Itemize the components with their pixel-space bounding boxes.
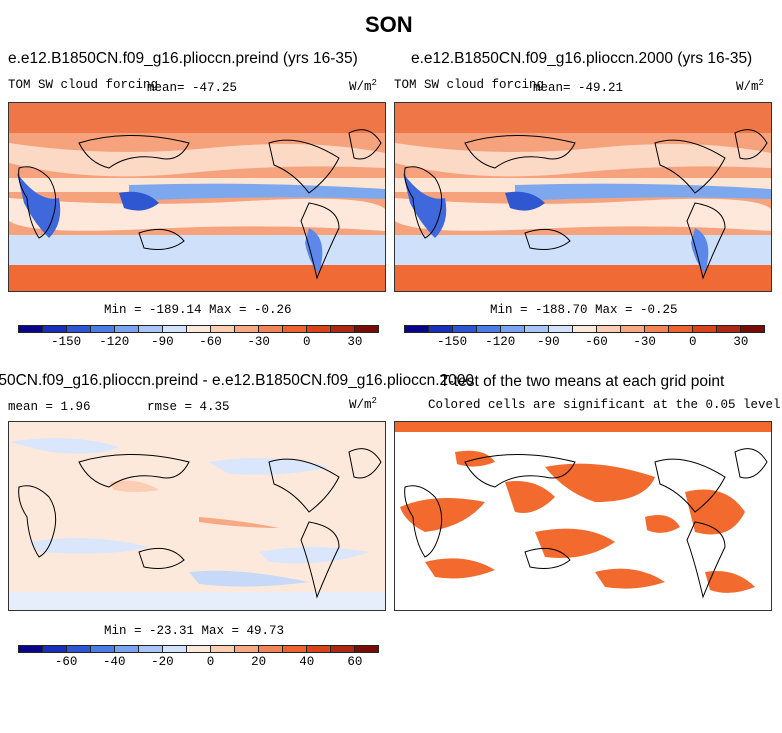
colorbar-swatch bbox=[187, 646, 211, 652]
colorbar-swatch bbox=[283, 646, 307, 652]
colorbar-tick-label: -30 bbox=[633, 335, 656, 349]
colorbar-swatch bbox=[717, 326, 741, 332]
colorbar-tick-label: 30 bbox=[733, 335, 749, 349]
panel3-colorbar-ticks: -60 -40 -20 0 20 40 60 bbox=[18, 655, 379, 669]
colorbar-swatch bbox=[259, 646, 283, 652]
panel2-colorbar bbox=[404, 325, 765, 333]
colorbar-swatch bbox=[19, 326, 43, 332]
colorbar-swatch bbox=[597, 326, 621, 332]
panel1-units: W/m2 bbox=[349, 78, 377, 95]
colorbar-tick-label: -60 bbox=[585, 335, 608, 349]
colorbar-tick-label: -40 bbox=[103, 655, 126, 669]
panel3-title: e.e12.B1850CN.f09_g16.plioccn.preind - e… bbox=[0, 372, 474, 389]
panel2-minmax: Min = -188.70 Max = -0.25 bbox=[490, 303, 678, 317]
colorbar-swatch bbox=[307, 646, 331, 652]
colorbar-swatch bbox=[405, 326, 429, 332]
colorbar-swatch bbox=[115, 326, 139, 332]
colorbar-swatch bbox=[235, 326, 259, 332]
panel3-title-clip: e.e12.B1850CN.f09_g16.plioccn.preind - e… bbox=[0, 372, 474, 394]
colorbar-swatch bbox=[115, 646, 139, 652]
colorbar-tick-label: -120 bbox=[99, 335, 130, 349]
panel4-subtitle: Colored cells are significant at the 0.0… bbox=[428, 398, 781, 412]
panel3-minmax: Min = -23.31 Max = 49.73 bbox=[104, 624, 285, 638]
colorbar-swatch bbox=[91, 646, 115, 652]
panel3-colorbar bbox=[18, 645, 379, 653]
panel1-label: TOM SW cloud forcing bbox=[8, 78, 159, 92]
panel1-colorbar-ticks: -150 -120 -90 -60 -30 0 30 bbox=[18, 335, 379, 349]
colorbar-swatch bbox=[693, 326, 717, 332]
colorbar-swatch bbox=[91, 326, 115, 332]
colorbar-swatch bbox=[453, 326, 477, 332]
panel3-map bbox=[8, 421, 386, 611]
colorbar-swatch bbox=[669, 326, 693, 332]
colorbar-swatch bbox=[139, 326, 163, 332]
colorbar-swatch bbox=[549, 326, 573, 332]
colorbar-swatch bbox=[67, 646, 91, 652]
panel1-mean: mean= -47.25 bbox=[147, 81, 238, 95]
colorbar-tick-label: 0 bbox=[689, 335, 697, 349]
colorbar-swatch bbox=[355, 326, 378, 332]
colorbar-swatch bbox=[477, 326, 501, 332]
colorbar-tick-label: -90 bbox=[151, 335, 174, 349]
colorbar-tick-label: -120 bbox=[485, 335, 516, 349]
colorbar-swatch bbox=[525, 326, 549, 332]
colorbar-swatch bbox=[163, 646, 187, 652]
colorbar-swatch bbox=[235, 646, 259, 652]
panel2-title: e.e12.B1850CN.f09_g16.plioccn.2000 (yrs … bbox=[411, 50, 753, 67]
panel1-title: e.e12.B1850CN.f09_g16.plioccn.preind (yr… bbox=[8, 50, 358, 67]
colorbar-swatch bbox=[283, 326, 307, 332]
panel1-map bbox=[8, 102, 386, 292]
colorbar-tick-label: -150 bbox=[51, 335, 82, 349]
colorbar-swatch bbox=[355, 646, 378, 652]
panel2-mean: mean= -49.21 bbox=[533, 81, 624, 95]
panel2-label: TOM SW cloud forcing bbox=[394, 78, 545, 92]
panel1-minmax: Min = -189.14 Max = -0.26 bbox=[104, 303, 292, 317]
colorbar-swatch bbox=[331, 326, 355, 332]
colorbar-swatch bbox=[211, 646, 235, 652]
colorbar-swatch bbox=[187, 326, 211, 332]
colorbar-swatch bbox=[573, 326, 597, 332]
colorbar-tick-label: 40 bbox=[299, 655, 315, 669]
colorbar-swatch bbox=[621, 326, 645, 332]
colorbar-swatch bbox=[43, 326, 67, 332]
panel2-colorbar-ticks: -150 -120 -90 -60 -30 0 30 bbox=[404, 335, 765, 349]
colorbar-swatch bbox=[645, 326, 669, 332]
colorbar-tick-label: 0 bbox=[206, 655, 215, 669]
colorbar-swatch bbox=[211, 326, 235, 332]
colorbar-tick-label: -20 bbox=[151, 655, 174, 669]
colorbar-tick-label: -60 bbox=[54, 655, 78, 669]
colorbar-swatch bbox=[139, 646, 163, 652]
colorbar-tick-label: -150 bbox=[437, 335, 468, 349]
colorbar-swatch bbox=[67, 326, 91, 332]
panel1-colorbar bbox=[18, 325, 379, 333]
panel3-units: W/m2 bbox=[349, 396, 377, 413]
colorbar-swatch bbox=[307, 326, 331, 332]
colorbar-swatch bbox=[259, 326, 283, 332]
panel2-map bbox=[394, 102, 772, 292]
colorbar-tick-label: 20 bbox=[251, 655, 267, 669]
colorbar-swatch bbox=[741, 326, 764, 332]
colorbar-tick-label: -60 bbox=[199, 335, 222, 349]
colorbar-swatch bbox=[19, 646, 43, 652]
panel4-title: T-test of the two means at each grid poi… bbox=[440, 373, 725, 390]
colorbar-tick-label: 30 bbox=[347, 335, 363, 349]
colorbar-swatch bbox=[331, 646, 355, 652]
colorbar-swatch bbox=[501, 326, 525, 332]
colorbar-tick-label: 60 bbox=[347, 655, 363, 669]
colorbar-swatch bbox=[163, 326, 187, 332]
panel2-units: W/m2 bbox=[736, 78, 764, 95]
panel3-rmse: rmse = 4.35 bbox=[147, 400, 230, 414]
colorbar-swatch bbox=[429, 326, 453, 332]
colorbar-tick-label: -90 bbox=[537, 335, 560, 349]
colorbar-swatch bbox=[43, 646, 67, 652]
panel4-map bbox=[394, 421, 772, 611]
colorbar-tick-label: 0 bbox=[303, 335, 311, 349]
colorbar-tick-label: -30 bbox=[247, 335, 270, 349]
page-title: SON bbox=[365, 12, 413, 37]
panel3-mean: mean = 1.96 bbox=[8, 400, 91, 414]
